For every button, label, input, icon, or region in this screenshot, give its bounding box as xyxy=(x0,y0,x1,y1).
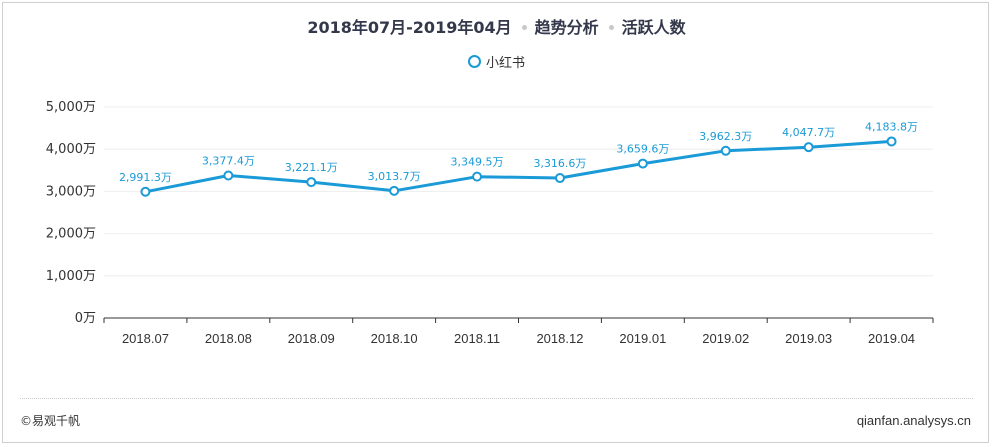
footer-copyright: ©易观千帆 xyxy=(20,414,81,428)
y-tick-label: 5,000万 xyxy=(46,100,96,115)
data-point xyxy=(223,170,234,181)
legend-item-label[interactable]: 小红书 xyxy=(485,56,525,71)
data-label: 3,349.5万 xyxy=(451,156,504,169)
data-label: 3,013.7万 xyxy=(368,170,421,183)
footer-divider xyxy=(20,398,973,399)
x-tick-label: 2018.12 xyxy=(536,331,583,346)
data-point xyxy=(886,136,897,147)
x-tick-label: 2018.07 xyxy=(122,331,169,346)
x-tick-label: 2019.04 xyxy=(868,331,915,346)
title-period: 2018年07月-2019年04月 xyxy=(307,18,512,37)
x-tick-label: 2018.11 xyxy=(454,331,500,346)
data-label: 4,183.8万 xyxy=(865,120,918,133)
data-label: 3,316.6万 xyxy=(533,157,586,170)
data-point xyxy=(637,158,648,169)
footer-site: qianfan.analysys.cn xyxy=(856,413,971,428)
y-tick-label: 3,000万 xyxy=(46,184,96,199)
x-tick-label: 2019.03 xyxy=(785,331,832,346)
data-point xyxy=(306,177,317,188)
data-point xyxy=(720,145,731,156)
y-tick-label: 1,000万 xyxy=(46,269,96,284)
x-tick-label: 2019.02 xyxy=(702,331,749,346)
data-point xyxy=(803,142,814,153)
data-label: 3,221.1万 xyxy=(285,161,338,174)
y-tick-label: 4,000万 xyxy=(46,142,96,157)
title-section: 趋势分析 xyxy=(534,18,599,37)
x-tick-label: 2019.01 xyxy=(619,331,666,346)
title-separator-dot xyxy=(521,24,527,30)
chart-title: 2018年07月-2019年04月 趋势分析 活跃人数 xyxy=(0,14,993,38)
data-label: 4,047.7万 xyxy=(782,126,835,139)
chart-legend[interactable]: 小红书 xyxy=(0,52,993,71)
x-tick-label: 2018.09 xyxy=(288,331,335,346)
legend-marker-icon xyxy=(467,55,481,68)
data-point xyxy=(554,173,565,184)
x-tick-label: 2018.10 xyxy=(371,331,418,346)
data-label: 3,659.6万 xyxy=(616,143,669,156)
data-label: 3,377.4万 xyxy=(202,154,255,167)
series-line xyxy=(143,139,894,194)
data-point xyxy=(140,186,151,197)
x-tick-label: 2018.08 xyxy=(205,331,252,346)
title-metric: 活跃人数 xyxy=(621,18,686,37)
data-label: 2,991.3万 xyxy=(119,171,172,184)
data-point xyxy=(389,185,400,196)
data-point xyxy=(472,171,483,182)
y-tick-label: 2,000万 xyxy=(46,227,96,242)
data-label: 3,962.3万 xyxy=(699,130,752,143)
title-separator-dot xyxy=(608,24,614,30)
y-tick-label: 0万 xyxy=(75,311,96,326)
